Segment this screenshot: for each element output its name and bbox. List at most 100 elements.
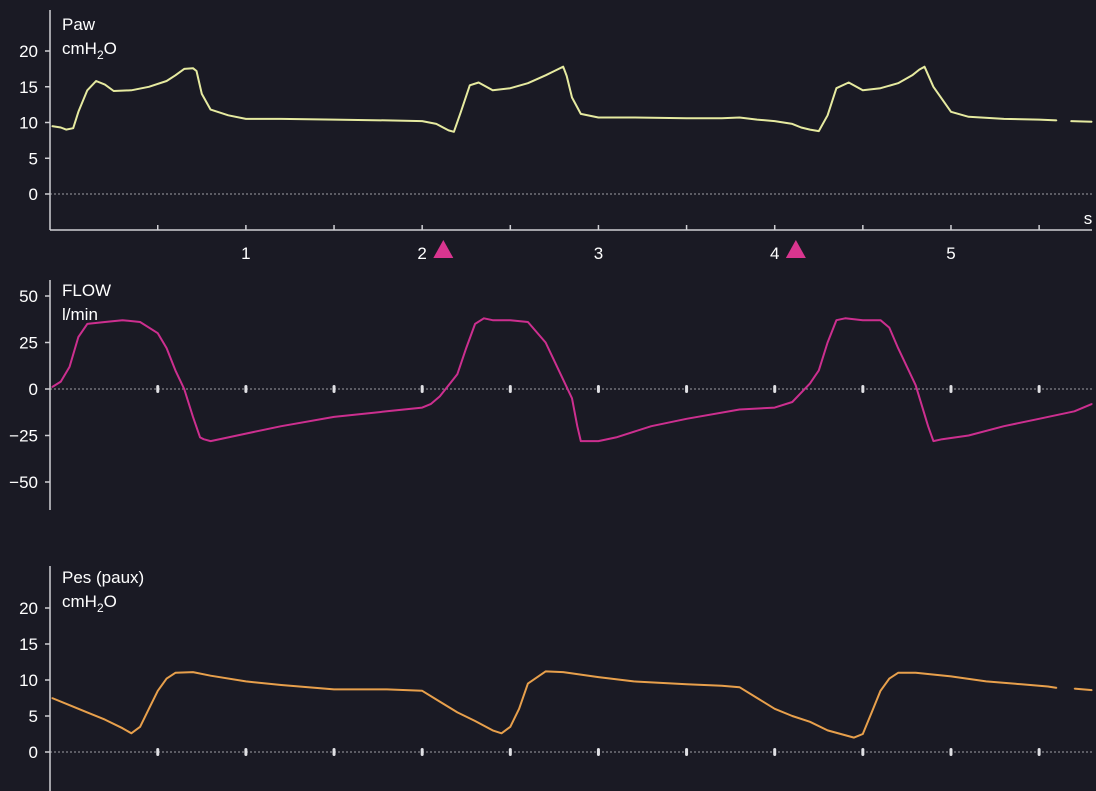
y-tick-label: 20 [19, 599, 38, 618]
data-point [492, 319, 494, 321]
data-point [950, 675, 952, 678]
baseline-tick [420, 748, 424, 756]
baseline-tick [596, 385, 600, 393]
panel-title: Paw [62, 15, 96, 34]
data-point [192, 67, 194, 69]
data-point [1091, 121, 1093, 123]
panel-unit: l/min [62, 305, 98, 324]
data-point [69, 704, 71, 706]
data-point [77, 111, 79, 113]
data-point [818, 130, 820, 132]
data-point [453, 131, 455, 133]
data-point [72, 127, 74, 129]
data-point [571, 397, 573, 399]
baseline-tick [596, 748, 600, 756]
data-point [95, 80, 97, 82]
x-unit-label: s [1084, 209, 1093, 228]
data-point [615, 436, 617, 438]
data-point [545, 670, 547, 673]
data-point [333, 416, 335, 418]
series-line-pes [51, 670, 1093, 739]
y-tick-label: 15 [19, 78, 38, 97]
data-point [148, 708, 150, 710]
data-point [1073, 688, 1075, 690]
data-point [60, 381, 62, 383]
data-point [203, 438, 205, 440]
data-point [597, 440, 600, 442]
data-point [280, 118, 282, 120]
data-point [509, 319, 511, 321]
data-point [848, 81, 850, 84]
data-point [915, 672, 917, 674]
data-point [927, 425, 929, 427]
baseline-tick [332, 385, 336, 393]
data-point [897, 82, 899, 84]
data-point [576, 425, 578, 427]
data-point [809, 721, 811, 723]
panel-title: Pes (paux) [62, 568, 144, 587]
data-point [738, 686, 741, 688]
panel-unit: cmH2O [62, 39, 117, 62]
data-point [192, 671, 194, 673]
data-point [862, 89, 864, 91]
data-point [518, 708, 520, 710]
data-point [492, 89, 494, 91]
y-tick-label: 50 [19, 287, 38, 306]
baseline-tick [949, 748, 953, 756]
data-point [818, 369, 820, 371]
data-point [465, 347, 467, 349]
data-point [1091, 403, 1093, 405]
data-point [104, 719, 106, 721]
data-point [888, 327, 890, 329]
y-tick-label: 0 [29, 743, 38, 762]
data-point [897, 672, 899, 674]
data-point [1056, 119, 1058, 121]
data-point [844, 317, 846, 319]
data-point [871, 711, 873, 714]
data-point [915, 384, 917, 386]
data-point [791, 401, 793, 403]
data-point [245, 118, 247, 120]
y-tick-label: 15 [19, 635, 38, 654]
data-point [65, 129, 67, 131]
data-point [448, 384, 450, 386]
data-point [738, 116, 741, 119]
data-point [227, 436, 229, 438]
data-point [1073, 410, 1075, 412]
baseline-tick [508, 748, 512, 756]
data-point [809, 382, 811, 384]
data-point [1047, 685, 1049, 688]
data-point [756, 119, 758, 121]
y-tick-label: 10 [19, 114, 38, 133]
data-point [906, 366, 908, 368]
data-point [827, 114, 829, 116]
data-point [862, 319, 864, 321]
data-point [827, 341, 829, 344]
baseline-tick [861, 748, 865, 756]
data-point [245, 433, 247, 435]
data-point [210, 675, 212, 677]
data-point [166, 678, 168, 680]
data-point [1020, 683, 1023, 685]
y-tick-label: 5 [29, 149, 38, 168]
data-point [918, 69, 920, 71]
baseline-tick [508, 385, 512, 393]
data-point [721, 117, 723, 119]
data-point [932, 86, 935, 88]
data-point [597, 116, 600, 119]
baseline-tick [244, 385, 248, 393]
data-point [580, 113, 582, 115]
data-point [566, 75, 568, 77]
y-tick-label: −25 [9, 427, 38, 446]
data-point [835, 319, 838, 321]
data-point [686, 418, 688, 420]
y-tick-label: 10 [19, 671, 38, 690]
data-point [51, 697, 53, 699]
data-point [633, 680, 635, 683]
data-point [104, 84, 106, 86]
y-tick-label: −50 [9, 473, 38, 492]
data-point [386, 119, 388, 121]
baseline-tick [1037, 748, 1041, 756]
x-tick-label: 4 [770, 244, 779, 263]
data-point [130, 732, 132, 734]
